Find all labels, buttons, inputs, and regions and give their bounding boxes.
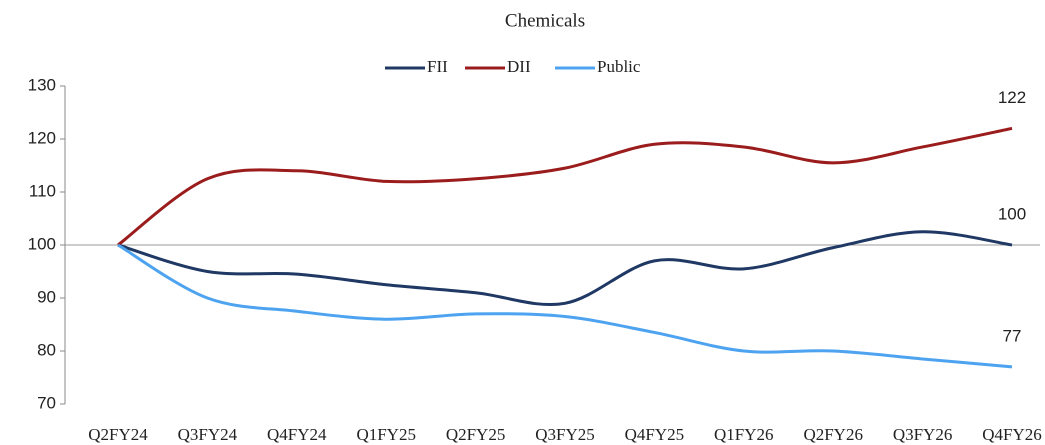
y-tick-label: 80 xyxy=(37,340,56,359)
x-tick-label: Q4FY25 xyxy=(625,425,685,444)
y-tick-label: 120 xyxy=(28,128,56,147)
y-tick-label: 110 xyxy=(29,181,56,200)
data-label: 100 xyxy=(998,204,1026,223)
x-tick-label: Q3FY25 xyxy=(535,425,595,444)
line-series xyxy=(117,126,1013,247)
data-label: 122 xyxy=(998,88,1026,107)
legend-label: DII xyxy=(507,57,531,76)
x-tick-label: Q1FY25 xyxy=(356,425,416,444)
legend-label: Public xyxy=(597,57,641,76)
x-tick-label: Q3FY24 xyxy=(178,425,238,444)
x-tick-label: Q1FY26 xyxy=(714,425,774,444)
line-series xyxy=(117,230,1013,307)
x-tick-label: Q4FY26 xyxy=(982,425,1042,444)
y-tick-label: 90 xyxy=(37,287,56,306)
y-tick-label: 130 xyxy=(28,75,56,94)
x-tick-label: Q2FY26 xyxy=(803,425,863,444)
x-tick-label: Q2FY24 xyxy=(88,425,148,444)
data-label: 77 xyxy=(1003,326,1022,345)
x-tick-label: Q2FY25 xyxy=(446,425,506,444)
y-tick-label: 100 xyxy=(28,234,56,253)
y-tick-label: 70 xyxy=(37,393,56,412)
chart-title: Chemicals xyxy=(505,10,585,31)
x-tick-label: Q3FY26 xyxy=(893,425,953,444)
x-tick-label: Q4FY24 xyxy=(267,425,327,444)
legend-label: FII xyxy=(427,57,448,76)
line-series xyxy=(117,243,1013,369)
